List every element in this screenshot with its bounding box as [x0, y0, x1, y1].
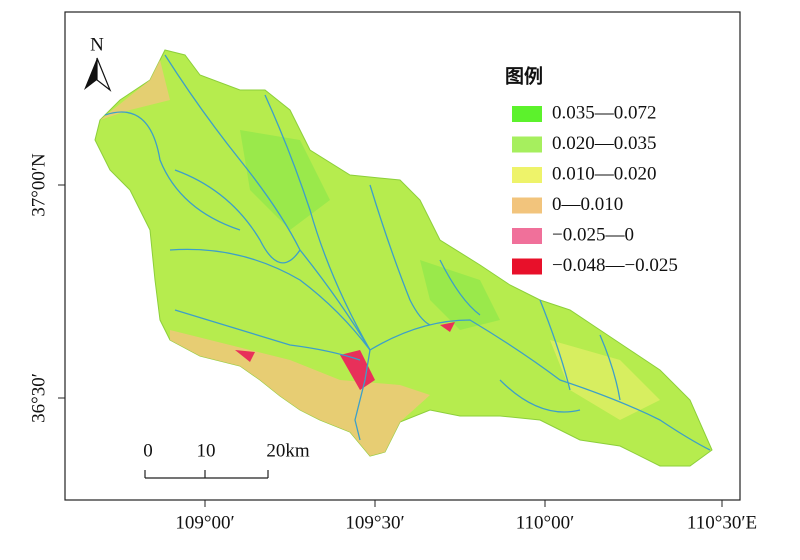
legend-swatch: [512, 258, 542, 275]
river: [369, 184, 431, 326]
legend-swatch: [512, 228, 542, 244]
legend-label: 0—0.010: [552, 194, 623, 215]
river: [439, 259, 481, 316]
map-frame: [64, 11, 741, 501]
legend-swatch: [512, 106, 542, 122]
high-zone: [240, 130, 330, 230]
legend-swatch: [512, 167, 542, 183]
arrow-left: [84, 58, 97, 90]
lon-label: 109°30′: [345, 512, 404, 533]
lat-label: 36°30′: [28, 373, 49, 423]
legend-label: 0.020—0.035: [552, 133, 657, 154]
legend-swatch: [512, 136, 542, 153]
lon-label: 110°30′E: [687, 512, 757, 533]
river: [599, 334, 621, 401]
river: [104, 111, 241, 231]
scale-label: 10: [197, 440, 216, 461]
legend: 0.035—0.072 0.020—0.035 0.010—0.020 0—0.010…: [512, 102, 678, 276]
scale-label: 0: [143, 440, 153, 461]
lon-label: 110°00′: [516, 512, 575, 533]
graticule-ticks: 109°00′ 109°30′ 110°00′ 110°30′E 37°00′N 36°3…: [28, 153, 757, 533]
legend-label: −0.048—−0.025: [552, 255, 678, 276]
river: [264, 94, 371, 351]
river: [499, 379, 581, 413]
legend-title: 图例: [505, 64, 543, 87]
mid-zone: [550, 340, 660, 420]
lat-label: 37°00′N: [28, 153, 49, 217]
legend-label: −0.025—0: [552, 224, 634, 245]
scale-label: 20km: [266, 440, 310, 461]
low-zone: [170, 330, 430, 456]
legend-swatch: [512, 197, 542, 214]
lon-label: 109°00′: [175, 512, 234, 533]
legend-label: 0.035—0.072: [552, 102, 657, 123]
river: [539, 299, 571, 391]
river: [169, 248, 371, 351]
scale-bar: [144, 470, 269, 479]
river: [354, 349, 371, 441]
river: [174, 169, 301, 264]
north-label: N: [90, 34, 104, 55]
legend-label: 0.010—0.020: [552, 163, 657, 184]
arrow-right: [96, 57, 112, 92]
north-arrow: N: [84, 34, 112, 92]
low-zone: [100, 60, 170, 120]
river: [164, 54, 711, 451]
river: [174, 309, 361, 361]
rivers: [104, 54, 711, 451]
high-zone: [420, 260, 500, 330]
